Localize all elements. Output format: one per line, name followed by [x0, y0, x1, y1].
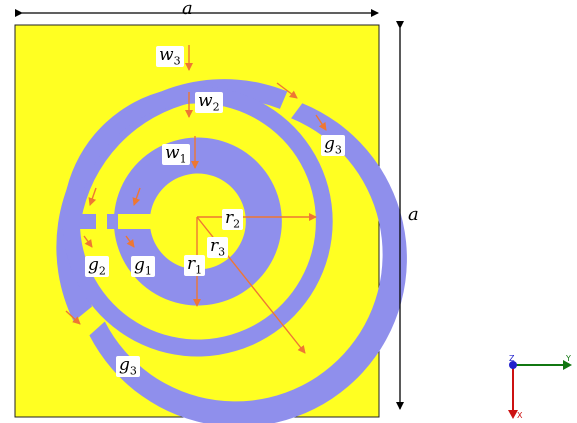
g2-arrow: [83, 235, 93, 248]
g1-arrow: [125, 235, 135, 248]
triad-y-label: Y: [566, 354, 571, 363]
gap-arrow-b: [132, 187, 141, 206]
g3-right-arrow: [276, 82, 298, 99]
label-g3-right: g3: [321, 135, 345, 157]
g3-right-arrow2: [315, 114, 327, 131]
label-a-top: a: [182, 0, 193, 19]
label-w1: w1: [162, 144, 190, 166]
label-g3-bottom: g3: [116, 356, 140, 378]
label-g2: g2: [85, 256, 109, 278]
label-r3: r3: [207, 237, 229, 259]
label-r2: r2: [222, 209, 244, 231]
triad-z-label: Z: [509, 354, 515, 363]
label-w2: w2: [195, 92, 223, 114]
label-r1: r1: [184, 255, 206, 277]
label-g1: g1: [131, 256, 155, 278]
z-axis-dot: [509, 361, 517, 369]
g3-bottom-arrow: [65, 310, 81, 325]
outer-ring-upper: [56, 79, 288, 322]
label-a-right: a: [408, 204, 419, 225]
gap-arrow-a: [88, 187, 97, 206]
inner-ring: [114, 137, 282, 306]
coordinate-triad: [508, 360, 572, 419]
ring-connector-slot: [96, 214, 107, 229]
triad-x-label: X: [517, 411, 523, 420]
label-w3: w3: [156, 46, 184, 68]
